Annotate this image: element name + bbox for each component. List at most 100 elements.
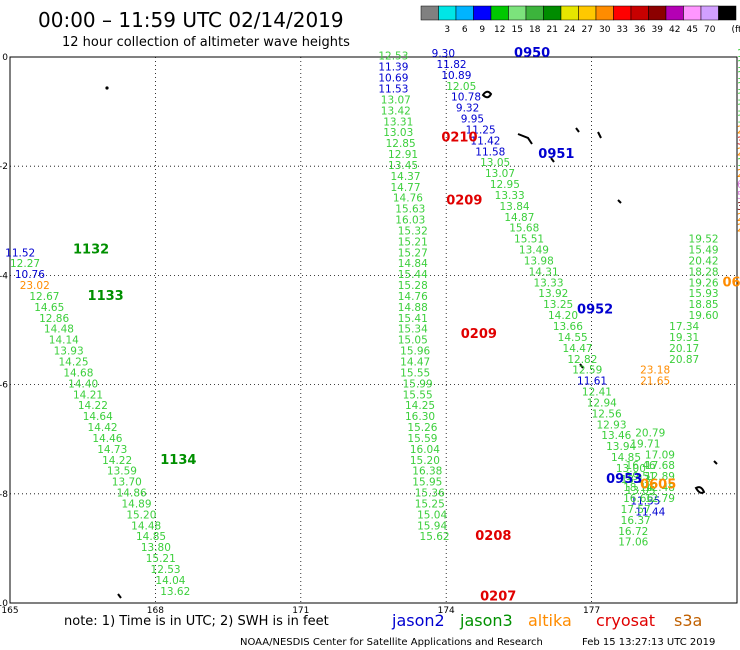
wave-height-label: 18.13	[737, 103, 740, 115]
legend-swatch	[683, 5, 702, 21]
y-tick-label: 0	[2, 53, 8, 63]
footer-timestamp: Feb 15 13:27:13 UTC 2019	[582, 637, 715, 648]
wave-height-label: 14.48	[131, 520, 161, 532]
wave-height-label: 13.98	[524, 255, 554, 267]
wave-height-label: 15.59	[407, 433, 437, 445]
wave-height-label: 13.84	[500, 201, 530, 213]
wave-height-label: 20.87	[669, 354, 699, 366]
wave-height-label: 11.82	[437, 59, 467, 71]
island-outline	[117, 593, 122, 599]
wave-height-label: 10.78	[451, 92, 481, 104]
y-tick-labels: 0 -2 -4 -6 -8 -10	[0, 53, 8, 609]
x-tick-label: 168	[147, 606, 164, 616]
wave-height-label: 14.77	[390, 182, 420, 194]
wave-height-label: 15.99	[403, 378, 433, 390]
wave-height-label: 15.27	[398, 247, 428, 259]
wave-height-label: 11.42	[470, 135, 500, 147]
legend-swatch	[543, 5, 562, 21]
wave-height-label: 15.49	[689, 245, 719, 257]
wave-height-label: 14.42	[88, 422, 118, 434]
wave-height-label: 13.70	[112, 477, 142, 489]
island-outline	[579, 363, 584, 369]
wave-height-label: 17.34	[669, 321, 699, 333]
pass-time-tag: 0209	[461, 327, 497, 342]
wave-height-label: 16.37	[621, 515, 651, 527]
wave-height-label: 11.39	[378, 62, 408, 74]
legend-swatch	[718, 5, 737, 21]
wave-height-label: 17.73	[737, 92, 740, 104]
wave-height-label: 18.22	[737, 114, 740, 126]
wave-height-label: 18.28	[689, 266, 719, 278]
wave-height-label: 12.82	[567, 354, 597, 366]
wave-height-label: 15.96	[400, 346, 430, 358]
wave-height-label: 14.47	[400, 356, 430, 368]
wave-height-label: 13.46	[601, 430, 631, 442]
wave-height-label: 12.67	[29, 291, 59, 303]
wave-height-label: 16.30	[405, 411, 435, 423]
wave-height-label: 23.18	[640, 365, 670, 377]
wave-height-label: 16.66	[623, 493, 653, 505]
wave-height-label: 12.59	[572, 365, 602, 377]
island-outline	[481, 90, 493, 99]
wave-height-label: 16.46	[626, 460, 656, 472]
wave-height-label: 11.44	[635, 507, 665, 519]
wave-height-label: 13.59	[107, 466, 137, 478]
wave-height-label: 13.62	[160, 586, 190, 598]
wave-height-label: 20.42	[689, 255, 719, 267]
legend-swatch	[525, 5, 544, 21]
legend-tick-label: 18	[529, 25, 541, 35]
wave-height-label: 14.46	[92, 433, 122, 445]
satellite-legend-entry: altika	[528, 611, 572, 630]
wave-height-label: 14.84	[398, 258, 428, 270]
wave-height-label: 15.20	[126, 509, 156, 521]
island-marker	[105, 86, 109, 90]
island-outline	[517, 133, 533, 145]
island-outlines	[105, 86, 718, 599]
pass-time-tag: 0950	[514, 46, 550, 61]
wave-height-label: 19.67	[737, 59, 740, 71]
wave-height-label: 14.68	[63, 367, 93, 379]
wave-height-label: 13.80	[141, 542, 171, 554]
wave-height-label: 13.05	[626, 485, 656, 497]
wave-height-label: 13.07	[381, 94, 411, 106]
wave-height-label: 15.55	[400, 367, 430, 379]
wave-height-label: 13.94	[606, 441, 636, 453]
legend-tick-label: 12	[494, 25, 505, 35]
wave-height-label: 37.14	[737, 201, 740, 213]
wave-height-label: 23.11	[737, 124, 740, 136]
wave-height-label: 10.69	[378, 73, 408, 85]
note-text: note: 1) Time is in UTC; 2) SWH is in fe…	[64, 614, 329, 629]
legend-swatch	[613, 5, 632, 21]
wave-height-label: 13.45	[388, 160, 418, 172]
wave-height-label: 12.41	[582, 387, 612, 399]
wave-height-label: 19.26	[689, 277, 719, 289]
island-outline	[713, 460, 718, 465]
legend-tick-label: 6	[462, 25, 468, 35]
wave-height-label: 14.21	[73, 389, 103, 401]
island-outline	[550, 157, 555, 163]
wave-height-label: 12.85	[386, 138, 416, 150]
legend-swatch	[473, 5, 492, 21]
x-tick-label: 165	[1, 606, 18, 616]
wave-height-label: 17.57	[621, 504, 651, 516]
wave-height-label: 20.79	[635, 427, 665, 439]
wave-height-label: 12.91	[388, 149, 418, 161]
legend-tick-label: 33	[617, 25, 628, 35]
legend-tick-label: 36	[634, 25, 646, 35]
wave-height-label: 11.58	[475, 146, 505, 158]
wave-height-label: 12.86	[39, 313, 69, 325]
wave-height-label: 14.40	[68, 378, 98, 390]
wave-height-label: 32.14	[737, 135, 740, 147]
wave-height-label: 26.58	[737, 223, 740, 235]
wave-height-label: 14.37	[390, 171, 420, 183]
wave-height-label: 11.61	[577, 376, 607, 388]
wave-height-label: 14.89	[121, 498, 151, 510]
wave-height-label: 15.36	[415, 488, 445, 500]
legend-tick-label: 3	[444, 25, 450, 35]
wave-height-label: 12.56	[592, 408, 622, 420]
pass-time-tag: 0208	[475, 529, 511, 544]
legend-tick-label: 45	[687, 25, 698, 35]
wave-height-label: 14.25	[405, 400, 435, 412]
wave-height-label: 15.20	[410, 455, 440, 467]
wave-height-label: 9.30	[432, 48, 455, 60]
